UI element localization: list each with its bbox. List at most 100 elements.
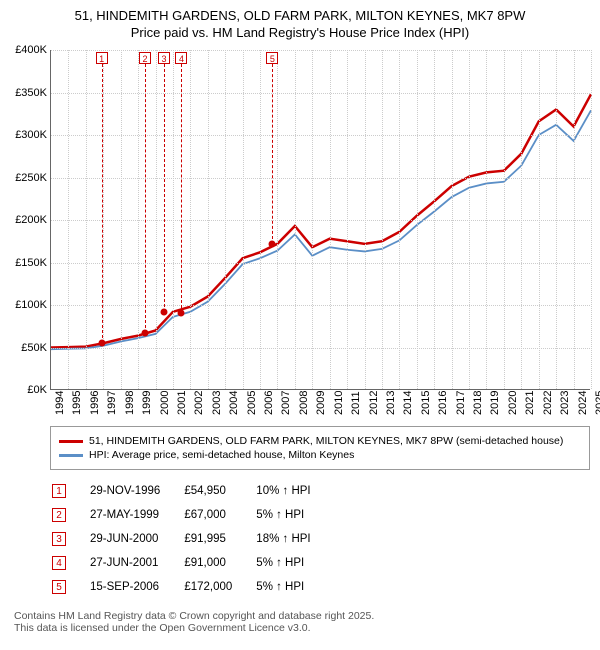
sale-price: £67,000	[184, 504, 254, 526]
sale-delta: 10% ↑ HPI	[256, 480, 332, 502]
chart-container: 51, HINDEMITH GARDENS, OLD FARM PARK, MI…	[0, 0, 600, 642]
gridline-v	[138, 50, 139, 389]
gridline-v	[295, 50, 296, 389]
sale-delta: 5% ↑ HPI	[256, 504, 332, 526]
sale-marker-line	[145, 64, 146, 333]
gridline-v	[225, 50, 226, 389]
y-axis-label: £300K	[15, 129, 47, 141]
gridline-v	[121, 50, 122, 389]
gridline-v	[365, 50, 366, 389]
sale-date: 15-SEP-2006	[90, 576, 182, 598]
gridline-v	[417, 50, 418, 389]
sales-table: 1 29-NOV-1996£54,95010% ↑ HPI 2 27-MAY-1999…	[50, 478, 335, 600]
sale-delta: 5% ↑ HPI	[256, 552, 332, 574]
chart-title-line1: 51, HINDEMITH GARDENS, OLD FARM PARK, MI…	[8, 8, 592, 23]
chart-title-line2: Price paid vs. HM Land Registry's House …	[8, 25, 592, 40]
x-axis-label: 2001	[176, 391, 188, 415]
legend-label-hpi: HPI: Average price, semi-detached house,…	[89, 449, 354, 461]
y-axis-label: £400K	[15, 44, 47, 56]
gridline-v	[556, 50, 557, 389]
x-axis-label: 2009	[315, 391, 327, 415]
sale-marker-4: 4	[175, 52, 187, 64]
footer-line2: This data is licensed under the Open Gov…	[14, 622, 592, 634]
legend-swatch-price	[59, 440, 83, 443]
gridline-h	[51, 93, 590, 94]
gridline-v	[173, 50, 174, 389]
gridline-v	[277, 50, 278, 389]
sale-marker-line	[181, 64, 182, 313]
table-marker: 5	[52, 580, 66, 594]
sale-date: 27-MAY-1999	[90, 504, 182, 526]
sale-date: 27-JUN-2001	[90, 552, 182, 574]
gridline-h	[51, 178, 590, 179]
x-axis-label: 2010	[333, 391, 345, 415]
gridline-v	[539, 50, 540, 389]
x-axis-label: 2002	[193, 391, 205, 415]
legend-row-price: 51, HINDEMITH GARDENS, OLD FARM PARK, MI…	[59, 435, 581, 447]
table-row: 515-SEP-2006£172,0005% ↑ HPI	[52, 576, 333, 598]
gridline-v	[469, 50, 470, 389]
footer-text: Contains HM Land Registry data © Crown c…	[14, 610, 592, 634]
gridline-v	[330, 50, 331, 389]
gridline-v	[347, 50, 348, 389]
x-axis-label: 2005	[246, 391, 258, 415]
gridline-v	[190, 50, 191, 389]
sale-delta: 18% ↑ HPI	[256, 528, 332, 550]
gridline-v	[486, 50, 487, 389]
table-marker: 3	[52, 532, 66, 546]
gridline-v	[399, 50, 400, 389]
x-axis-label: 2015	[420, 391, 432, 415]
x-axis-label: 2000	[159, 391, 171, 415]
gridline-v	[521, 50, 522, 389]
sale-date: 29-NOV-1996	[90, 480, 182, 502]
x-axis-label: 1997	[106, 391, 118, 415]
table-row: 427-JUN-2001£91,0005% ↑ HPI	[52, 552, 333, 574]
x-axis-label: 2012	[368, 391, 380, 415]
sale-marker-3: 3	[158, 52, 170, 64]
footer-line1: Contains HM Land Registry data © Crown c…	[14, 610, 592, 622]
sale-marker-line	[272, 64, 273, 244]
table-row: 2 27-MAY-1999£67,0005% ↑ HPI	[52, 504, 333, 526]
y-axis-label: £200K	[15, 214, 47, 226]
y-axis-label: £250K	[15, 172, 47, 184]
gridline-v	[86, 50, 87, 389]
legend-box: 51, HINDEMITH GARDENS, OLD FARM PARK, MI…	[50, 426, 590, 470]
sale-price: £54,950	[184, 480, 254, 502]
chart-area: 12345 £0K£50K£100K£150K£200K£250K£300K£3…	[8, 50, 592, 420]
gridline-v	[312, 50, 313, 389]
x-axis-label: 1996	[89, 391, 101, 415]
x-axis-label: 2022	[542, 391, 554, 415]
y-axis-label: £150K	[15, 257, 47, 269]
gridline-h	[51, 263, 590, 264]
legend-label-price: 51, HINDEMITH GARDENS, OLD FARM PARK, MI…	[89, 435, 563, 447]
x-axis-label: 2024	[577, 391, 589, 415]
sale-marker-line	[164, 64, 165, 312]
y-axis-label: £50K	[21, 342, 47, 354]
x-axis-label: 2018	[472, 391, 484, 415]
table-marker: 1	[52, 484, 66, 498]
sale-dot	[161, 308, 168, 315]
x-axis-label: 2008	[298, 391, 310, 415]
y-axis-label: £100K	[15, 299, 47, 311]
gridline-v	[591, 50, 592, 389]
legend-swatch-hpi	[59, 454, 83, 457]
gridline-h	[51, 348, 590, 349]
gridline-v	[504, 50, 505, 389]
table-marker: 2	[52, 508, 66, 522]
x-axis-label: 2025	[594, 391, 600, 415]
table-marker: 4	[52, 556, 66, 570]
x-axis-label: 2019	[489, 391, 501, 415]
x-axis-label: 2011	[350, 391, 362, 415]
x-axis-label: 2003	[211, 391, 223, 415]
sale-dot	[269, 240, 276, 247]
y-axis-label: £350K	[15, 87, 47, 99]
x-axis-label: 2013	[385, 391, 397, 415]
gridline-v	[260, 50, 261, 389]
plot-region: 12345	[50, 50, 590, 390]
x-axis-label: 1999	[141, 391, 153, 415]
sale-marker-line	[102, 64, 103, 343]
x-axis-label: 2014	[402, 391, 414, 415]
sale-price: £172,000	[184, 576, 254, 598]
x-axis-label: 1995	[71, 391, 83, 415]
x-axis-label: 2023	[559, 391, 571, 415]
